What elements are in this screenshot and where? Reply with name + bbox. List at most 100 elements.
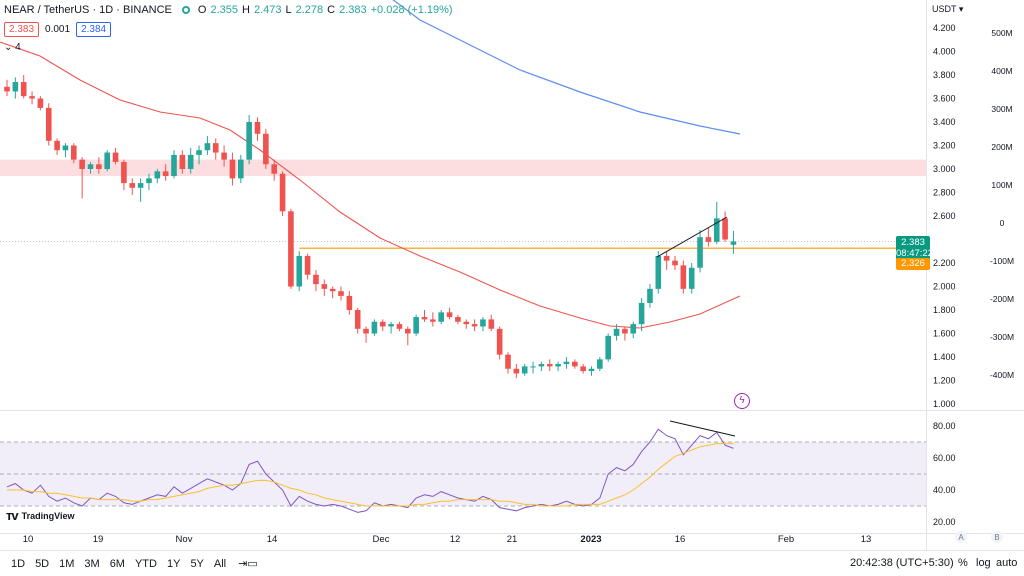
candle[interactable]: [530, 366, 536, 368]
rsi-trendline[interactable]: [669, 420, 736, 437]
candle[interactable]: [730, 241, 737, 245]
candle[interactable]: [137, 183, 144, 188]
candle[interactable]: [129, 183, 136, 188]
candle[interactable]: [263, 133, 269, 165]
candle[interactable]: [488, 319, 495, 329]
buy-price-button[interactable]: 2.384: [76, 22, 112, 37]
indicators-toggle[interactable]: ⌄ 4: [4, 42, 21, 53]
candle[interactable]: [187, 154, 194, 169]
range-5y[interactable]: 5Y: [190, 557, 204, 570]
candle[interactable]: [4, 86, 10, 92]
candle[interactable]: [463, 321, 470, 325]
candle[interactable]: [146, 178, 152, 184]
candle[interactable]: [196, 150, 202, 155]
candle[interactable]: [238, 159, 244, 179]
candle[interactable]: [688, 267, 695, 289]
candle[interactable]: [705, 237, 712, 242]
candle[interactable]: [45, 107, 52, 141]
percent-toggle[interactable]: %: [958, 557, 968, 569]
flash-icon[interactable]: ϟ: [734, 393, 750, 409]
tradingview-logo[interactable]: ᴛv TradingView: [6, 508, 74, 523]
price-trendline[interactable]: [656, 216, 728, 258]
candle[interactable]: [29, 96, 35, 99]
symbol-title[interactable]: NEAR / TetherUS · 1D · BINANCE: [4, 4, 172, 16]
candle[interactable]: [12, 82, 19, 92]
candle[interactable]: [396, 324, 403, 329]
candle[interactable]: [563, 361, 570, 365]
candle[interactable]: [171, 154, 177, 177]
candle[interactable]: [480, 319, 486, 327]
candle[interactable]: [405, 328, 411, 334]
candle[interactable]: [580, 366, 586, 372]
candle[interactable]: [605, 335, 611, 360]
supply-zone[interactable]: [0, 159, 926, 177]
candle[interactable]: [37, 98, 44, 108]
range-3m[interactable]: 3M: [84, 557, 100, 570]
range-5d[interactable]: 5D: [35, 557, 50, 570]
candle[interactable]: [338, 291, 344, 296]
candle[interactable]: [672, 260, 678, 266]
candle[interactable]: [496, 328, 503, 355]
candle[interactable]: [588, 368, 595, 372]
range-all[interactable]: All: [213, 557, 227, 570]
candle[interactable]: [296, 255, 303, 287]
range-1y[interactable]: 1Y: [166, 557, 181, 570]
axis-mode-button-a[interactable]: [955, 531, 967, 543]
candle[interactable]: [304, 255, 311, 275]
candle[interactable]: [455, 317, 461, 322]
candle[interactable]: [329, 288, 336, 292]
candle[interactable]: [622, 328, 628, 334]
candle[interactable]: [597, 359, 603, 369]
candle[interactable]: [505, 354, 511, 369]
candle[interactable]: [54, 140, 60, 151]
candle[interactable]: [221, 152, 227, 160]
candle[interactable]: [613, 328, 620, 336]
candle[interactable]: [62, 145, 69, 151]
candle[interactable]: [663, 255, 670, 261]
auto-toggle[interactable]: auto: [996, 557, 1018, 569]
candle[interactable]: [321, 284, 328, 289]
candle[interactable]: [246, 122, 252, 160]
candle[interactable]: [112, 152, 119, 162]
candle[interactable]: [229, 159, 236, 179]
candle[interactable]: [521, 366, 528, 374]
currency-selector[interactable]: USDT ▾: [932, 4, 964, 14]
candle[interactable]: [638, 302, 645, 325]
candle[interactable]: [680, 265, 687, 289]
candle[interactable]: [79, 159, 85, 169]
candle[interactable]: [446, 312, 453, 318]
candle[interactable]: [413, 317, 419, 334]
date-range-icon[interactable]: ⇥▭: [238, 558, 258, 570]
candle[interactable]: [20, 82, 27, 97]
range-1d[interactable]: 1D: [11, 557, 26, 570]
candle[interactable]: [572, 361, 578, 367]
candle[interactable]: [154, 171, 161, 179]
rsi-ma-line[interactable]: [7, 443, 734, 507]
candle[interactable]: [697, 237, 703, 268]
candle[interactable]: [722, 218, 728, 240]
candle[interactable]: [421, 317, 428, 320]
candle[interactable]: [513, 368, 520, 374]
price-pane[interactable]: [0, 0, 926, 410]
candle[interactable]: [279, 173, 286, 212]
candle[interactable]: [162, 171, 169, 177]
range-6m[interactable]: 6M: [109, 557, 125, 570]
candle[interactable]: [555, 364, 561, 367]
candle[interactable]: [713, 218, 720, 242]
candle[interactable]: [630, 324, 637, 334]
candle[interactable]: [96, 164, 102, 169]
ma-slow-line[interactable]: [380, 0, 741, 135]
candle[interactable]: [655, 255, 662, 289]
candle[interactable]: [371, 321, 378, 334]
candle[interactable]: [87, 164, 94, 169]
candle[interactable]: [71, 145, 77, 160]
ma-fast-line[interactable]: [0, 41, 741, 329]
candle[interactable]: [363, 328, 369, 334]
range-1m[interactable]: 1M: [59, 557, 75, 570]
candle[interactable]: [179, 154, 186, 169]
candle[interactable]: [212, 143, 219, 153]
candle[interactable]: [313, 274, 319, 285]
candle[interactable]: [121, 161, 127, 184]
